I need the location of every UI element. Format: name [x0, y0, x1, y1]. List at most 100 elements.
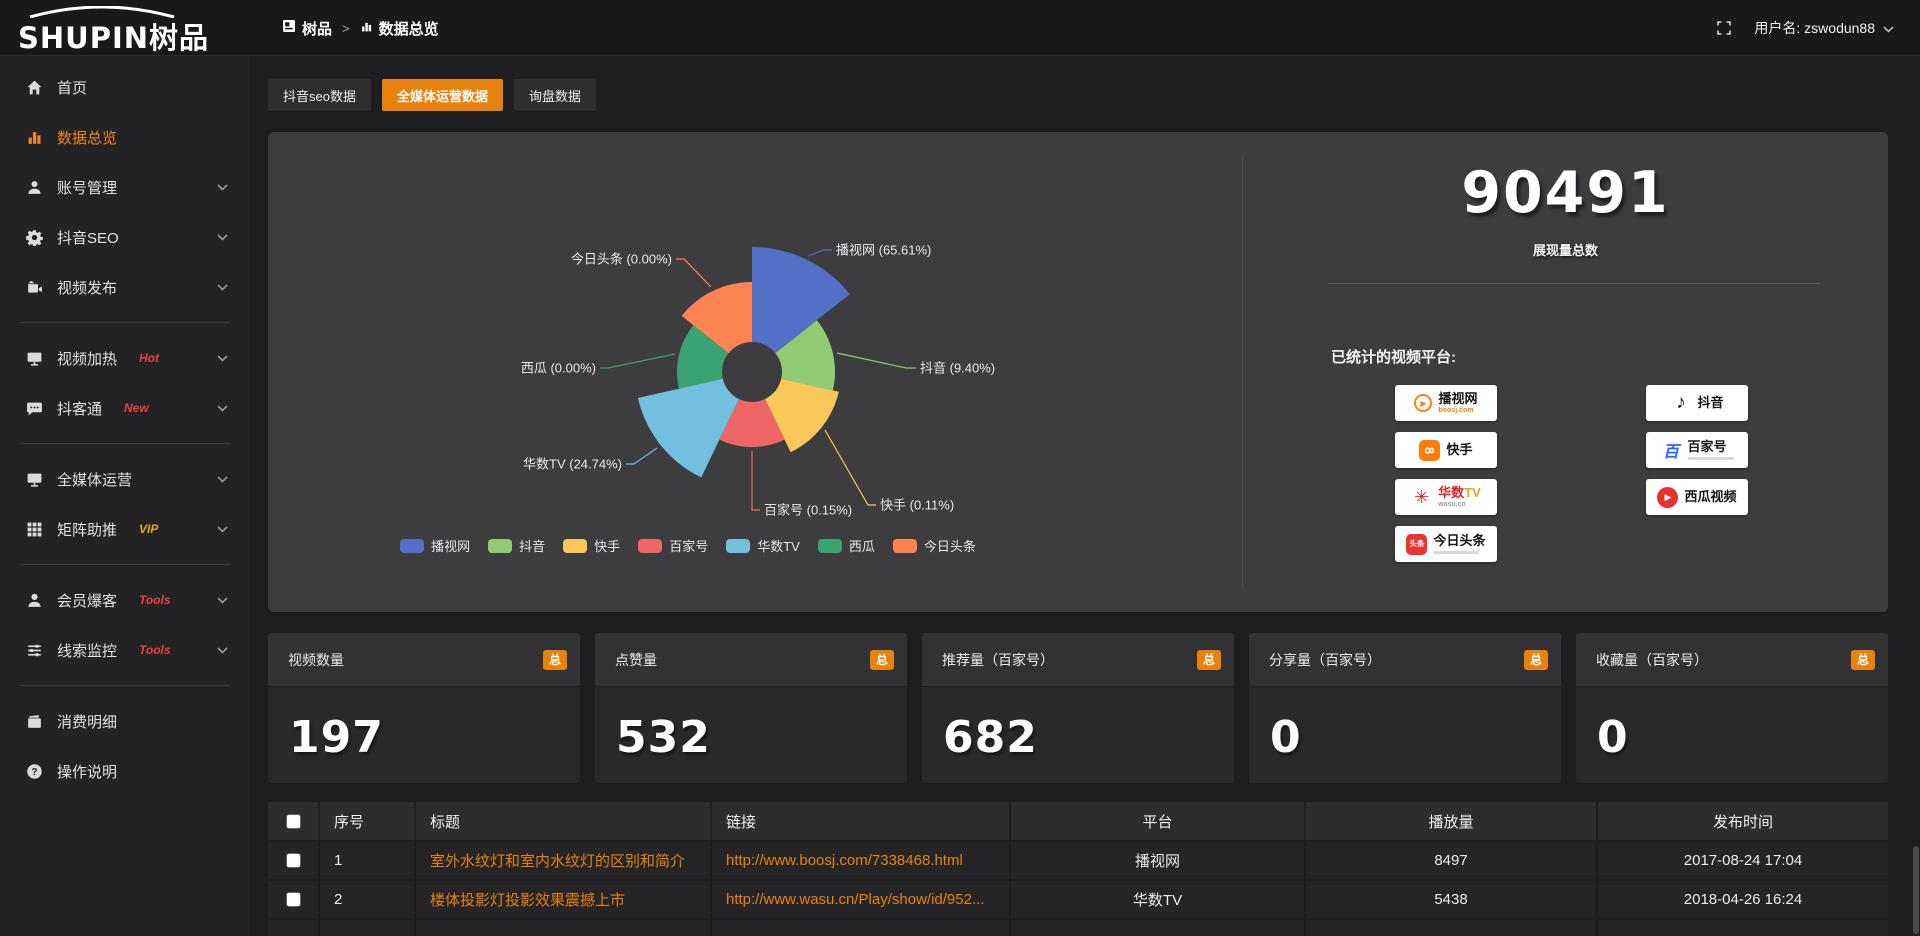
- breadcrumb: 树品 > 数据总览: [282, 0, 439, 56]
- pie-label-line: [824, 429, 876, 506]
- sidebar-item-expense-detail[interactable]: 消费明细: [0, 696, 250, 746]
- sidebar-item-label: 全媒体运营: [57, 471, 133, 489]
- select-all-checkbox[interactable]: [285, 813, 301, 829]
- sidebar-item-matrix-boost[interactable]: 矩阵助推 VIP: [0, 504, 250, 554]
- tab-douyin-seo-data[interactable]: 抖音seo数据: [268, 79, 371, 111]
- table-header-cell: 平台: [1011, 802, 1306, 840]
- platform-name: 百家号: [1687, 438, 1727, 454]
- user-menu[interactable]: 用户名: zswodun88: [1754, 18, 1894, 38]
- scrollbar-thumb[interactable]: [1913, 846, 1919, 934]
- legend-item[interactable]: 快手: [563, 536, 620, 555]
- data-table: 序号 标题 链接 平台 播放量 发布时间 1 室外水纹灯和室内水纹灯的区别和简介 http://…: [268, 802, 1888, 936]
- sidebar-item-home[interactable]: 首页: [0, 62, 250, 112]
- sidebar-item-label: 视频发布: [57, 279, 118, 297]
- legend-item[interactable]: 华数TV: [726, 536, 800, 555]
- douyin-logo-icon: ♪: [1676, 392, 1686, 413]
- stat-card-header: 收藏量（百家号） 总: [1576, 633, 1888, 687]
- pie-label: 西瓜 (0.00%): [521, 361, 596, 376]
- total-badge[interactable]: 总: [543, 649, 567, 670]
- legend-label: 抖音: [519, 539, 546, 554]
- row-url-link[interactable]: http://www.boosj.com/7338468.html: [726, 852, 963, 869]
- sidebar-item-douketong[interactable]: 抖客通 New: [0, 383, 250, 433]
- sidebar-item-video-heating[interactable]: 视频加热 Hot: [0, 333, 250, 383]
- breadcrumb-page-label: 数据总览: [378, 20, 439, 38]
- breadcrumb-separator: >: [342, 20, 350, 36]
- breadcrumb-app[interactable]: 树品: [282, 18, 332, 39]
- sidebar-item-data-overview[interactable]: 数据总览: [0, 112, 250, 162]
- table-header-cell: 标题: [416, 802, 712, 840]
- chat-icon: [26, 400, 43, 417]
- platform-name: 华数TV: [1438, 485, 1481, 501]
- sidebar-item-account[interactable]: 账号管理: [0, 162, 250, 212]
- home-icon: [26, 79, 43, 96]
- row-title-link[interactable]: 室外水纹灯和室内水纹灯的区别和简介: [430, 853, 686, 870]
- stat-card-label: 点赞量: [615, 651, 657, 668]
- stat-card-label: 分享量（百家号）: [1269, 651, 1381, 668]
- chevron-down-icon: [217, 283, 228, 291]
- sidebar-divider: [20, 564, 230, 565]
- sidebar-item-douyin-seo[interactable]: 抖音SEO: [0, 212, 250, 262]
- table-cell: [268, 881, 320, 918]
- pie-slice-0[interactable]: [752, 247, 850, 354]
- legend-item[interactable]: 今日头条: [892, 536, 976, 555]
- pie-label-line: [626, 447, 658, 465]
- table-cell-no: 1: [320, 842, 416, 879]
- tab-inquiry-data[interactable]: 询盘数据: [513, 79, 596, 111]
- platform-badge-toutiao: 头条 今日头条: [1395, 526, 1497, 562]
- pie-slice-4[interactable]: [637, 378, 739, 478]
- fullscreen-icon[interactable]: [1716, 20, 1732, 36]
- tab-media-operation-data[interactable]: 全媒体运营数据: [381, 79, 503, 111]
- pie-slice-2[interactable]: [765, 378, 839, 453]
- stat-card-value: 0: [1270, 712, 1302, 763]
- sidebar-item-video-publish[interactable]: 视频发布: [0, 262, 250, 312]
- sidebar-item-media-operation[interactable]: 全媒体运营: [0, 454, 250, 504]
- stat-card-value: 197: [289, 712, 384, 763]
- platform-sub: wasu.cn: [1438, 500, 1466, 508]
- table-cell-plays: 8497: [1306, 842, 1598, 879]
- pie-label-line: [600, 353, 676, 369]
- stat-cards: 视频数量总 197 点赞量总 532 推荐量（百家号）总 682 分享量（百家号）总 0 收藏量…: [268, 633, 1888, 783]
- summary-section: 90491 展现量总数 已统计的视频平台: ▶ 播视网 boosj.com 8 快手 ✳ 华…: [1243, 132, 1888, 612]
- breadcrumb-page[interactable]: 数据总览: [360, 18, 439, 39]
- sidebar-item-label: 会员爆客: [57, 592, 118, 610]
- legend-label: 华数TV: [757, 539, 800, 554]
- legend-item[interactable]: 抖音: [488, 536, 545, 555]
- sidebar-item-clue-monitor[interactable]: 线索监控 Tools: [0, 625, 250, 675]
- row-title-link[interactable]: 楼体投影灯投影效果震撼上市: [430, 892, 626, 909]
- legend-item[interactable]: 播视网: [400, 536, 470, 555]
- chevron-down-icon: [217, 404, 228, 412]
- sidebar-item-label: 首页: [57, 79, 88, 97]
- topbar: SHUPIN树品 树品 > 数据总览 用户名: zswodun88: [0, 0, 1920, 56]
- row-checkbox[interactable]: [285, 853, 301, 868]
- stat-card-header: 分享量（百家号） 总: [1249, 633, 1561, 687]
- legend-item[interactable]: 百家号: [638, 536, 708, 555]
- legend-item[interactable]: 西瓜: [817, 536, 875, 555]
- app-logo[interactable]: SHUPIN树品: [18, 6, 248, 55]
- stat-card-2: 推荐量（百家号） 总 682: [922, 633, 1234, 783]
- total-badge[interactable]: 总: [870, 649, 894, 670]
- pie-slice-1[interactable]: [775, 320, 835, 391]
- pie-label-line: [751, 451, 760, 511]
- sidebar-item-label: 视频加热: [57, 350, 118, 368]
- table-cell-link: http://www.wasu.cn/Play/show/id/952...: [712, 881, 1011, 918]
- main-content: 抖音seo数据 全媒体运营数据 询盘数据 播视网 (65.61%) 抖音 (9.40%…: [250, 56, 1920, 936]
- sidebar-item-instructions[interactable]: ? 操作说明: [0, 746, 250, 796]
- row-url-link[interactable]: http://www.wasu.cn/Play/show/id/952...: [726, 891, 985, 908]
- sidebar-item-member-baoke[interactable]: 会员爆客 Tools: [0, 575, 250, 625]
- platform-sub: boosj.com: [1438, 406, 1474, 414]
- pie-slice-3[interactable]: [719, 399, 785, 447]
- platform-tagline-bar: [1433, 551, 1480, 555]
- pie-slice-6[interactable]: [681, 282, 752, 354]
- row-checkbox[interactable]: [285, 892, 301, 907]
- chevron-down-icon: [217, 646, 228, 654]
- total-badge[interactable]: 总: [1524, 649, 1548, 670]
- pie-slice-5[interactable]: [677, 325, 729, 389]
- overview-panel: 播视网 (65.61%) 抖音 (9.40%) 快手 (0.11%) 百家号 (0.1…: [268, 132, 1888, 612]
- total-badge[interactable]: 总: [1197, 649, 1221, 670]
- grid-icon: [26, 521, 43, 538]
- stat-card-1: 点赞量 总 532: [595, 633, 907, 783]
- sidebar-item-tag: Hot: [139, 351, 160, 365]
- total-badge[interactable]: 总: [1851, 649, 1875, 670]
- pie-chart: 播视网 (65.61%) 抖音 (9.40%) 快手 (0.11%) 百家号 (0.1…: [268, 132, 1248, 612]
- table-header: 序号 标题 链接 平台 播放量 发布时间: [268, 802, 1888, 840]
